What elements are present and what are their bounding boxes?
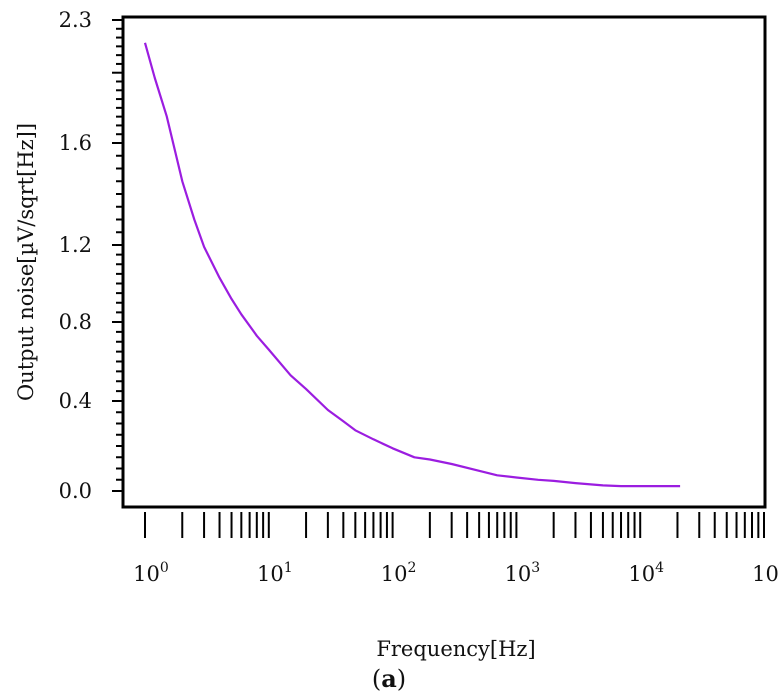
caption-open: ( — [372, 665, 381, 693]
y-axis-title: Output noise[µV/sqrt[Hz]] — [14, 123, 38, 401]
x-tick-label: 103 — [505, 560, 541, 586]
caption-close: ) — [397, 665, 406, 693]
y-tick-label: 2.3 — [59, 8, 92, 32]
y-tick-label: 0.4 — [59, 389, 92, 413]
x-tick-label: 100 — [133, 560, 169, 586]
y-axis: 0.0 0.4 0.8 1.2 1.6 2.3 — [59, 8, 123, 503]
x-tick-label: 104 — [628, 560, 664, 586]
x-tick-label: 105 — [752, 560, 779, 586]
x-axis: 100 101 102 103 104 105 — [133, 512, 779, 586]
y-tick-label: 1.2 — [59, 233, 92, 257]
series-line — [143, 42, 681, 488]
x-tick-label: 101 — [257, 560, 293, 586]
caption-letter: a — [381, 664, 397, 693]
figure-caption: (a) — [372, 664, 406, 693]
y-tick-label: 0.0 — [59, 479, 92, 503]
x-axis-title: Frequency[Hz] — [376, 637, 535, 661]
y-tick-label: 0.8 — [59, 310, 92, 334]
y-tick-label: 1.6 — [59, 131, 92, 155]
plot-frame — [121, 15, 767, 509]
series-layer — [143, 42, 681, 488]
x-tick-label: 102 — [381, 560, 417, 586]
